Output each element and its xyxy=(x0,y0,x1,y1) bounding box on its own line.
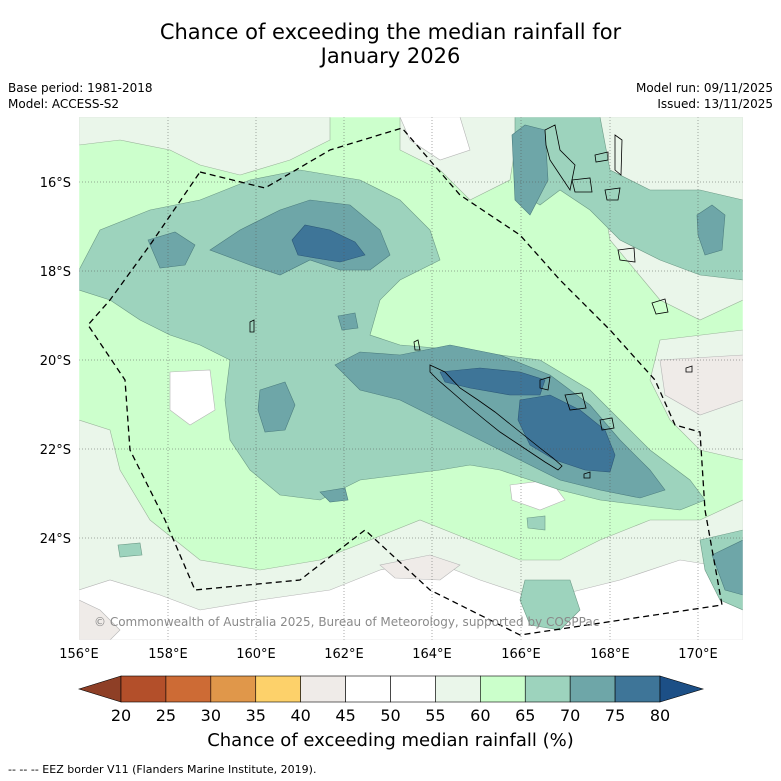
vanuatu-coastline xyxy=(604,187,621,201)
base-period: Base period: 1981-2018 xyxy=(8,81,153,95)
colorbar-segment xyxy=(345,675,391,703)
lon-label: 170°E xyxy=(678,647,718,662)
lon-label: 168°E xyxy=(590,647,630,662)
lat-label: 22°S xyxy=(40,443,71,458)
new-caledonia-coastline xyxy=(429,364,563,471)
colorbar-extend-low xyxy=(77,675,122,703)
contour-75-80 xyxy=(439,367,546,396)
vanuatu-coastline xyxy=(571,177,593,193)
title-line-1: Chance of exceeding the median rainfall … xyxy=(159,20,622,44)
vanuatu-coastline xyxy=(544,124,576,192)
issued-date: Issued: 13/11/2025 xyxy=(657,97,773,111)
vanuatu-coastline xyxy=(617,247,636,263)
colorbar: 20 25 30 35 40 45 50 55 60 65 70 75 80 xyxy=(77,675,705,725)
island-coastline xyxy=(685,365,693,373)
eez-legend-note: -- -- -- EEZ border V11 (Flanders Marine… xyxy=(8,763,317,776)
title-line-2: January 2026 xyxy=(320,44,461,68)
lat-label: 16°S xyxy=(40,176,71,191)
colorbar-tick-label: 65 xyxy=(515,706,535,725)
lat-label: 24°S xyxy=(40,532,71,547)
rainfall-probability-field xyxy=(79,117,743,640)
colorbar-tick-label: 70 xyxy=(560,706,580,725)
contour-65-70 xyxy=(117,542,143,558)
matthew-hunter-coastline xyxy=(651,298,669,315)
contour-55-60 xyxy=(79,419,743,640)
lon-label: 158°E xyxy=(148,647,188,662)
colorbar-segment xyxy=(300,675,346,703)
model-run: Model run: 09/11/2025 xyxy=(635,81,773,95)
contour-70-75 xyxy=(337,312,359,331)
model-name: Model: ACCESS-S2 xyxy=(8,97,120,111)
colorbar-tick-label: 55 xyxy=(425,706,445,725)
map-gridlines xyxy=(79,117,743,640)
colorbar-tick-label: 60 xyxy=(470,706,490,725)
contour-65-70 xyxy=(526,515,546,531)
lat-label: 20°S xyxy=(40,354,71,369)
contour-45-50 xyxy=(659,354,743,416)
contour-65-70 xyxy=(514,117,743,281)
colorbar-segment xyxy=(120,675,167,703)
colorbar-segment xyxy=(255,675,301,703)
contour-45-50 xyxy=(379,554,461,581)
contour-70-75 xyxy=(257,381,296,433)
colorbar-tick-label: 40 xyxy=(290,706,310,725)
island-coastline xyxy=(413,339,421,351)
colorbar-segment xyxy=(390,675,436,703)
lon-label: 162°E xyxy=(324,647,364,662)
colorbar-tick-label: 80 xyxy=(650,706,670,725)
eez-border xyxy=(87,127,723,636)
contour-55-60 xyxy=(79,117,331,176)
colorbar-tick-label: 75 xyxy=(605,706,625,725)
colorbar-segment xyxy=(165,675,212,703)
right-metadata: Model run: 09/11/2025 Issued: 13/11/2025 xyxy=(636,80,773,112)
left-metadata: Base period: 1981-2018 Model: ACCESS-S2 xyxy=(8,80,153,112)
loyalty-islands-coastline xyxy=(599,417,615,431)
colorbar-segment xyxy=(524,675,571,703)
colorbar-tick-label: 20 xyxy=(111,706,131,725)
latitude-labels: 16°S 18°S 20°S 22°S 24°S xyxy=(40,176,71,547)
vanuatu-coastline xyxy=(594,151,609,163)
colorbar-segment xyxy=(480,675,526,703)
copyright-credit: © Commonwealth of Australia 2025, Bureau… xyxy=(94,615,599,629)
contour-50-55 xyxy=(169,369,216,426)
lat-label: 18°S xyxy=(40,265,71,280)
lon-label: 166°E xyxy=(501,647,541,662)
island-coastline xyxy=(249,319,255,333)
colorbar-tick-label: 25 xyxy=(156,706,176,725)
map-frame xyxy=(78,116,744,641)
contour-75-80 xyxy=(291,224,366,263)
colorbar-tick-label: 35 xyxy=(246,706,266,725)
colorbar-segment xyxy=(569,675,616,703)
vanuatu-coastline xyxy=(614,134,623,176)
lon-label: 160°E xyxy=(236,647,276,662)
contour-45-50 xyxy=(79,599,121,640)
colorbar-label: Chance of exceeding median rainfall (%) xyxy=(207,730,574,751)
longitude-labels: 156°E 158°E 160°E 162°E 164°E 166°E 168°… xyxy=(59,647,718,662)
map-title: Chance of exceeding the median rainfall … xyxy=(0,20,781,68)
lon-label: 164°E xyxy=(412,647,452,662)
contour-70-75 xyxy=(147,231,196,269)
colorbar-tick-label: 50 xyxy=(380,706,400,725)
colorbar-tick-label: 30 xyxy=(201,706,221,725)
colorbar-segment xyxy=(435,675,481,703)
contour-70-75 xyxy=(319,487,349,503)
coastlines xyxy=(249,124,693,479)
loyalty-islands-coastline xyxy=(564,392,587,411)
loyalty-islands-coastline xyxy=(539,376,551,391)
contour-65-70 xyxy=(519,579,581,631)
colorbar-segment xyxy=(614,675,661,703)
colorbar-extend-high xyxy=(659,675,705,703)
island-coastline xyxy=(583,471,591,479)
lon-label: 156°E xyxy=(59,647,99,662)
contour-50-55 xyxy=(79,559,743,640)
contour-70-75 xyxy=(711,539,743,596)
colorbar-tick-label: 45 xyxy=(335,706,355,725)
contour-50-55 xyxy=(399,117,471,161)
colorbar-segment xyxy=(210,675,257,703)
